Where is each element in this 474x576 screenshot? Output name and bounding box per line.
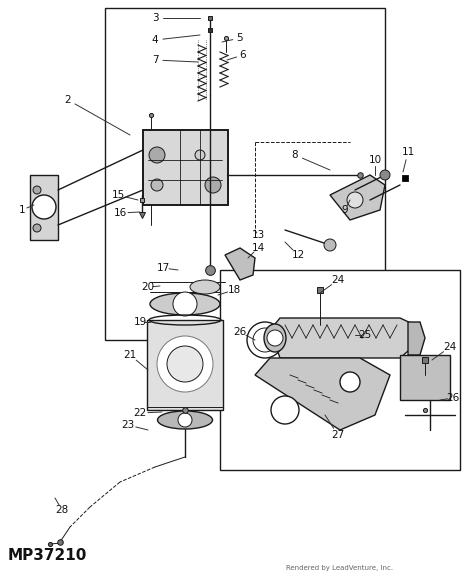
Text: 22: 22 bbox=[133, 408, 146, 418]
Ellipse shape bbox=[157, 411, 212, 429]
Circle shape bbox=[33, 224, 41, 232]
Text: 27: 27 bbox=[331, 430, 345, 440]
Text: 11: 11 bbox=[401, 147, 415, 157]
Circle shape bbox=[149, 147, 165, 163]
Circle shape bbox=[167, 346, 203, 382]
Text: 3: 3 bbox=[152, 13, 158, 23]
Bar bbox=[400, 355, 450, 400]
Text: 5: 5 bbox=[237, 33, 243, 43]
Circle shape bbox=[267, 330, 283, 346]
Circle shape bbox=[347, 192, 363, 208]
Text: 24: 24 bbox=[443, 342, 456, 352]
Text: 8: 8 bbox=[292, 150, 298, 160]
Text: 1: 1 bbox=[18, 205, 25, 215]
Circle shape bbox=[205, 177, 221, 193]
Text: 21: 21 bbox=[123, 350, 137, 360]
Text: 26: 26 bbox=[447, 393, 460, 403]
Polygon shape bbox=[330, 175, 385, 220]
Text: 28: 28 bbox=[55, 505, 69, 515]
Circle shape bbox=[271, 396, 299, 424]
Text: 16: 16 bbox=[113, 208, 127, 218]
Circle shape bbox=[340, 372, 360, 392]
Text: 14: 14 bbox=[251, 243, 264, 253]
Polygon shape bbox=[225, 248, 255, 280]
Text: 10: 10 bbox=[368, 155, 382, 165]
Text: 13: 13 bbox=[251, 230, 264, 240]
Polygon shape bbox=[408, 322, 425, 355]
Circle shape bbox=[195, 150, 205, 160]
Bar bbox=[105, 8, 385, 340]
Circle shape bbox=[157, 336, 213, 392]
Text: LEADVENTURE: LEADVENTURE bbox=[230, 391, 390, 410]
Text: 9: 9 bbox=[342, 205, 348, 215]
Circle shape bbox=[380, 170, 390, 180]
Ellipse shape bbox=[150, 293, 220, 315]
Text: V: V bbox=[294, 349, 326, 391]
Text: 17: 17 bbox=[156, 263, 170, 273]
Text: 2: 2 bbox=[64, 95, 71, 105]
Text: MP37210: MP37210 bbox=[8, 548, 87, 563]
Text: 15: 15 bbox=[111, 190, 125, 200]
Circle shape bbox=[151, 179, 163, 191]
Text: 23: 23 bbox=[121, 420, 135, 430]
Text: 6: 6 bbox=[240, 50, 246, 60]
Circle shape bbox=[253, 328, 277, 352]
Text: 4: 4 bbox=[152, 35, 158, 45]
Text: 7: 7 bbox=[152, 55, 158, 65]
Circle shape bbox=[32, 195, 56, 219]
Circle shape bbox=[33, 186, 41, 194]
Circle shape bbox=[324, 239, 336, 251]
Text: Rendered by LeadVenture, Inc.: Rendered by LeadVenture, Inc. bbox=[286, 565, 393, 571]
Text: 18: 18 bbox=[228, 285, 241, 295]
Text: 26: 26 bbox=[233, 327, 246, 337]
Polygon shape bbox=[30, 175, 58, 240]
Text: 25: 25 bbox=[358, 330, 372, 340]
Ellipse shape bbox=[264, 324, 286, 352]
Circle shape bbox=[173, 292, 197, 316]
Text: 20: 20 bbox=[141, 282, 155, 292]
Polygon shape bbox=[270, 318, 415, 358]
Text: 19: 19 bbox=[133, 317, 146, 327]
Circle shape bbox=[178, 413, 192, 427]
Bar bbox=[143, 130, 228, 205]
Text: 12: 12 bbox=[292, 250, 305, 260]
Ellipse shape bbox=[190, 280, 220, 294]
Text: 24: 24 bbox=[331, 275, 345, 285]
Bar bbox=[147, 320, 223, 410]
Bar bbox=[220, 270, 460, 470]
Polygon shape bbox=[255, 358, 390, 430]
